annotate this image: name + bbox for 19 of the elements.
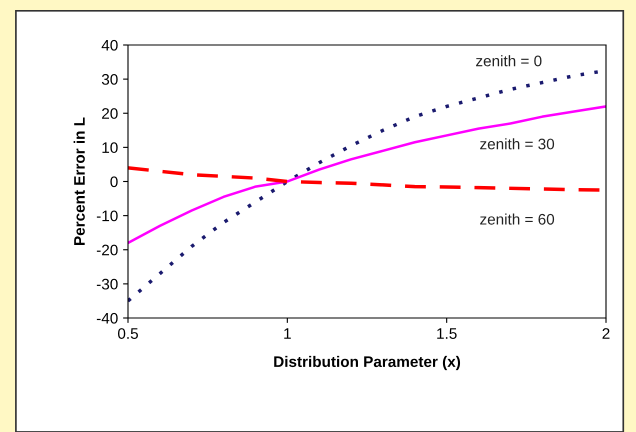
y-tick-label: 40: [102, 40, 118, 51]
x-tick-label: 2: [602, 328, 610, 339]
y-tick-label: -40: [96, 312, 118, 324]
x-axis-title: Distribution Parameter (x): [274, 356, 460, 370]
y-axis-title: Percent Error in L: [74, 117, 85, 245]
x-tick-label: 1.5: [437, 328, 457, 339]
y-tick-label: 20: [102, 108, 118, 119]
y-tick-label: -10: [96, 210, 118, 222]
x-tick-label: 0.5: [118, 328, 138, 339]
line-series: [128, 105, 606, 244]
y-tick-label: 0: [110, 176, 118, 188]
y-tick-label: 30: [102, 74, 118, 85]
y-tick-label: -30: [96, 278, 118, 290]
y-tick-label: -20: [96, 244, 118, 256]
y-tick-label: 10: [102, 142, 118, 154]
series-label: zenith = 60: [480, 213, 554, 225]
series-label: zenith = 30: [480, 138, 554, 150]
series-label: zenith = 0: [476, 55, 542, 66]
x-tick-label: 1: [284, 328, 291, 339]
